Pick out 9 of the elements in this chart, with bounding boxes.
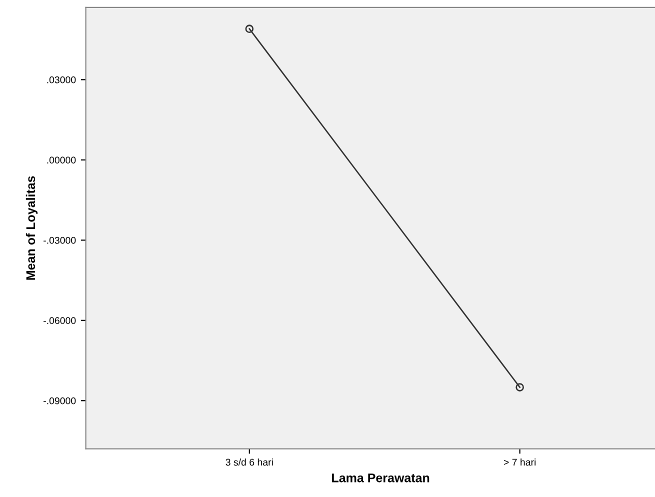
y-tick-label: -.09000	[44, 397, 76, 404]
y-tick-label: .00000	[47, 156, 76, 164]
y-tick-label: .03000	[47, 76, 76, 84]
x-tick-label: 3 s/d 6 hari	[226, 458, 273, 466]
y-tick-label: -.06000	[44, 317, 76, 324]
y-tick-label: -.03000	[44, 236, 76, 244]
x-axis-title: Lama Perawatan	[332, 474, 430, 482]
y-axis-title: Mean of Loyalitas	[26, 176, 38, 280]
x-tick-label: > 7 hari	[504, 458, 536, 466]
